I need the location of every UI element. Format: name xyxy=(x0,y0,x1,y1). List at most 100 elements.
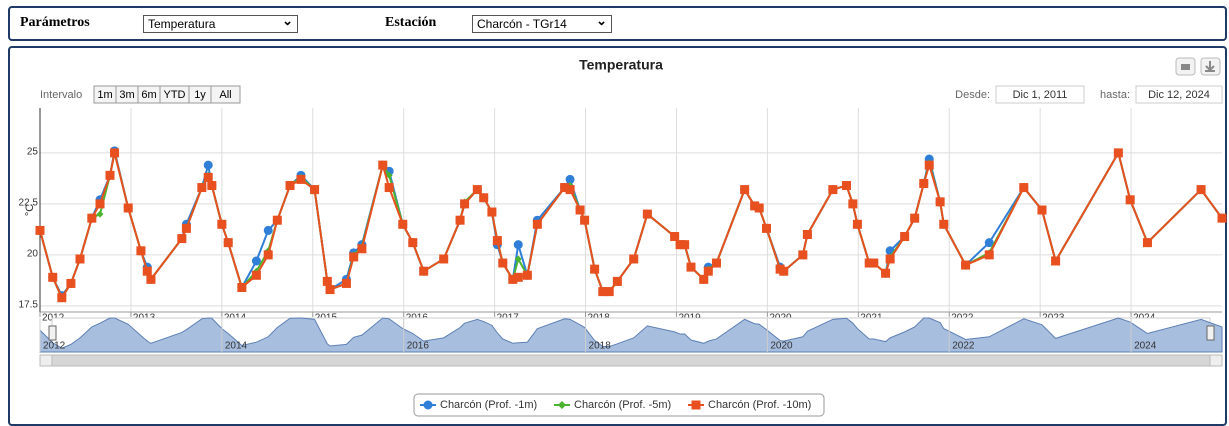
legend-box xyxy=(413,393,825,417)
marker xyxy=(341,278,351,288)
marker xyxy=(508,274,518,284)
range-button[interactable]: 6m xyxy=(141,89,156,101)
marker xyxy=(900,232,910,242)
to-input[interactable]: Dic 12, 2024 xyxy=(1148,89,1210,101)
marker xyxy=(66,278,76,288)
marker xyxy=(575,205,585,215)
marker xyxy=(828,185,838,195)
marker xyxy=(629,254,639,264)
marker xyxy=(96,210,104,218)
from-input[interactable]: Dic 1, 2011 xyxy=(1013,89,1068,101)
marker xyxy=(357,244,367,254)
y-tick-label: 17.5 xyxy=(19,300,39,311)
marker xyxy=(1037,205,1047,215)
range-label: Intervalo xyxy=(40,89,82,101)
marker xyxy=(939,219,949,229)
legend-label[interactable]: Charcón (Prof. -5m) xyxy=(574,399,671,411)
marker xyxy=(711,258,721,268)
marker xyxy=(935,197,945,207)
marker xyxy=(642,209,652,219)
marker xyxy=(1125,195,1135,205)
marker xyxy=(87,213,97,223)
marker xyxy=(177,234,187,244)
marker xyxy=(398,219,408,229)
marker xyxy=(439,254,449,264)
range-button[interactable]: All xyxy=(219,89,231,101)
marker xyxy=(251,256,261,266)
marker xyxy=(869,258,879,268)
marker xyxy=(251,270,261,280)
marker xyxy=(560,183,570,193)
marker xyxy=(419,266,429,276)
marker xyxy=(798,250,808,260)
marker xyxy=(385,171,393,179)
navigator-tick-label: 2012 xyxy=(43,341,66,352)
toolbar xyxy=(8,6,1227,41)
marker xyxy=(455,215,465,225)
from-input-box[interactable] xyxy=(995,85,1085,104)
from-label: Desde: xyxy=(955,89,990,101)
marker xyxy=(848,199,858,209)
marker xyxy=(95,199,105,209)
range-button[interactable]: 1y xyxy=(194,89,206,101)
marker xyxy=(408,238,418,248)
marker xyxy=(565,185,575,195)
marker xyxy=(670,232,680,242)
marker xyxy=(675,240,685,250)
marker xyxy=(384,183,394,193)
marker xyxy=(598,287,608,297)
marker xyxy=(460,199,470,209)
marker xyxy=(1051,256,1061,266)
range-button[interactable]: 1m xyxy=(97,89,112,101)
marker xyxy=(57,293,67,303)
download-button[interactable] xyxy=(1200,57,1221,76)
marker xyxy=(207,181,217,191)
navigator-handle[interactable] xyxy=(1206,325,1215,341)
marker xyxy=(604,287,614,297)
marker xyxy=(142,266,152,276)
marker xyxy=(841,181,851,191)
marker xyxy=(881,268,891,278)
navigator-tick-label: 2014 xyxy=(225,341,248,352)
marker xyxy=(522,270,532,280)
station-select[interactable]: Charcón - TGr14 xyxy=(472,13,612,33)
marker xyxy=(1142,238,1152,248)
range-button[interactable]: 3m xyxy=(119,89,134,101)
marker xyxy=(961,260,971,270)
marker xyxy=(612,276,622,286)
navigator-handle[interactable] xyxy=(48,325,57,341)
marker xyxy=(779,266,789,276)
legend-label[interactable]: Charcón (Prof. -1m) xyxy=(440,399,537,411)
marker xyxy=(699,274,709,284)
scrollbar-thumb[interactable] xyxy=(51,354,1211,367)
navigator-tick-label: 2024 xyxy=(1134,341,1157,352)
to-input-box[interactable] xyxy=(1135,85,1223,104)
marker xyxy=(514,255,522,263)
legend-label[interactable]: Charcón (Prof. -10m) xyxy=(708,399,811,411)
marker xyxy=(1196,185,1206,195)
marker xyxy=(110,148,120,158)
marker xyxy=(852,219,862,229)
marker xyxy=(513,272,523,282)
marker xyxy=(181,223,191,233)
marker xyxy=(272,215,282,225)
marker xyxy=(203,172,213,182)
marker xyxy=(1113,148,1123,158)
param-select[interactable]: Temperatura xyxy=(143,13,298,33)
legend-marker xyxy=(558,401,566,409)
chart-title: Temperatura xyxy=(579,57,663,73)
marker xyxy=(296,174,306,184)
marker xyxy=(740,185,750,195)
marker xyxy=(285,181,295,191)
marker xyxy=(703,266,713,276)
marker xyxy=(984,238,994,248)
marker xyxy=(754,203,764,213)
marker xyxy=(123,203,133,213)
range-button-box[interactable] xyxy=(210,85,241,104)
marker xyxy=(750,201,760,211)
to-label: hasta: xyxy=(1100,89,1130,101)
marker xyxy=(565,174,575,184)
print-button[interactable] xyxy=(1175,57,1196,76)
marker xyxy=(513,240,523,250)
range-button[interactable]: YTD xyxy=(164,89,186,101)
